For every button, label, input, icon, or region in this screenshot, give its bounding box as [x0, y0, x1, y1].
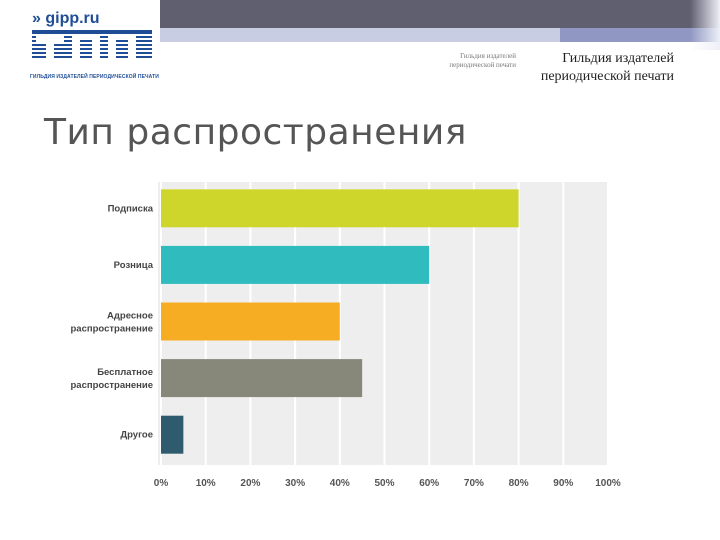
gipp-logo: » gipp.ru ГИЛЬДИЯ ИЗДАТЕЛЕЙ ПЕРИОДИЧЕСКО…	[26, 10, 159, 80]
guild-name-large: Гильдия издателей периодической печати	[490, 50, 674, 86]
category-label-line: Бесплатное	[97, 367, 153, 378]
bar	[161, 415, 184, 454]
header-band-fade	[690, 0, 720, 50]
x-tick-label: 10%	[196, 478, 216, 489]
x-tick-label: 50%	[374, 478, 394, 489]
bar	[161, 302, 340, 341]
category-label: Адресное распространение	[71, 311, 154, 335]
x-tick-label: 90%	[553, 478, 573, 489]
category-label-line: Другое	[120, 430, 153, 441]
category-label-line: Подписка	[108, 203, 154, 214]
category-label-line: распространение	[71, 324, 154, 335]
guild-small-line-2: периодической печати	[449, 61, 516, 69]
guild-name-small: Гильдия издателей периодической печати	[426, 52, 516, 70]
category-label: Розница	[114, 260, 154, 271]
x-tick-label: 100%	[595, 478, 621, 489]
guild-small-line-1: Гильдия издателей	[460, 52, 516, 60]
category-label: Бесплатное распространение	[71, 367, 154, 391]
logo-caption: ГИЛЬДИЯ ИЗДАТЕЛЕЙ ПЕРИОДИЧЕСКОЙ ПЕЧАТИ	[30, 74, 159, 80]
logo-mark-icon	[32, 30, 152, 62]
category-label-line: распространение	[71, 380, 154, 391]
x-tick-label: 70%	[464, 478, 484, 489]
logo-url-text: » gipp.ru	[32, 10, 100, 27]
x-tick-label: 80%	[509, 478, 529, 489]
guild-big-line-1: Гильдия издателей	[562, 51, 674, 66]
category-label-line: Адресное	[107, 311, 153, 322]
category-label: Другое	[120, 430, 153, 441]
bar	[161, 359, 363, 398]
category-label: Подписка	[108, 203, 154, 214]
header-band-mid	[560, 28, 720, 42]
x-tick-label: 0%	[154, 478, 169, 489]
bar	[161, 189, 519, 228]
x-tick-label: 30%	[285, 478, 305, 489]
x-tick-label: 40%	[330, 478, 350, 489]
header-band-dark	[160, 0, 720, 28]
page-title: Тип распространения	[44, 112, 467, 153]
x-tick-label: 60%	[419, 478, 439, 489]
category-label-line: Розница	[114, 260, 154, 271]
x-tick-label: 20%	[240, 478, 260, 489]
guild-big-line-2: периодической печати	[540, 69, 674, 84]
bar	[161, 245, 430, 284]
